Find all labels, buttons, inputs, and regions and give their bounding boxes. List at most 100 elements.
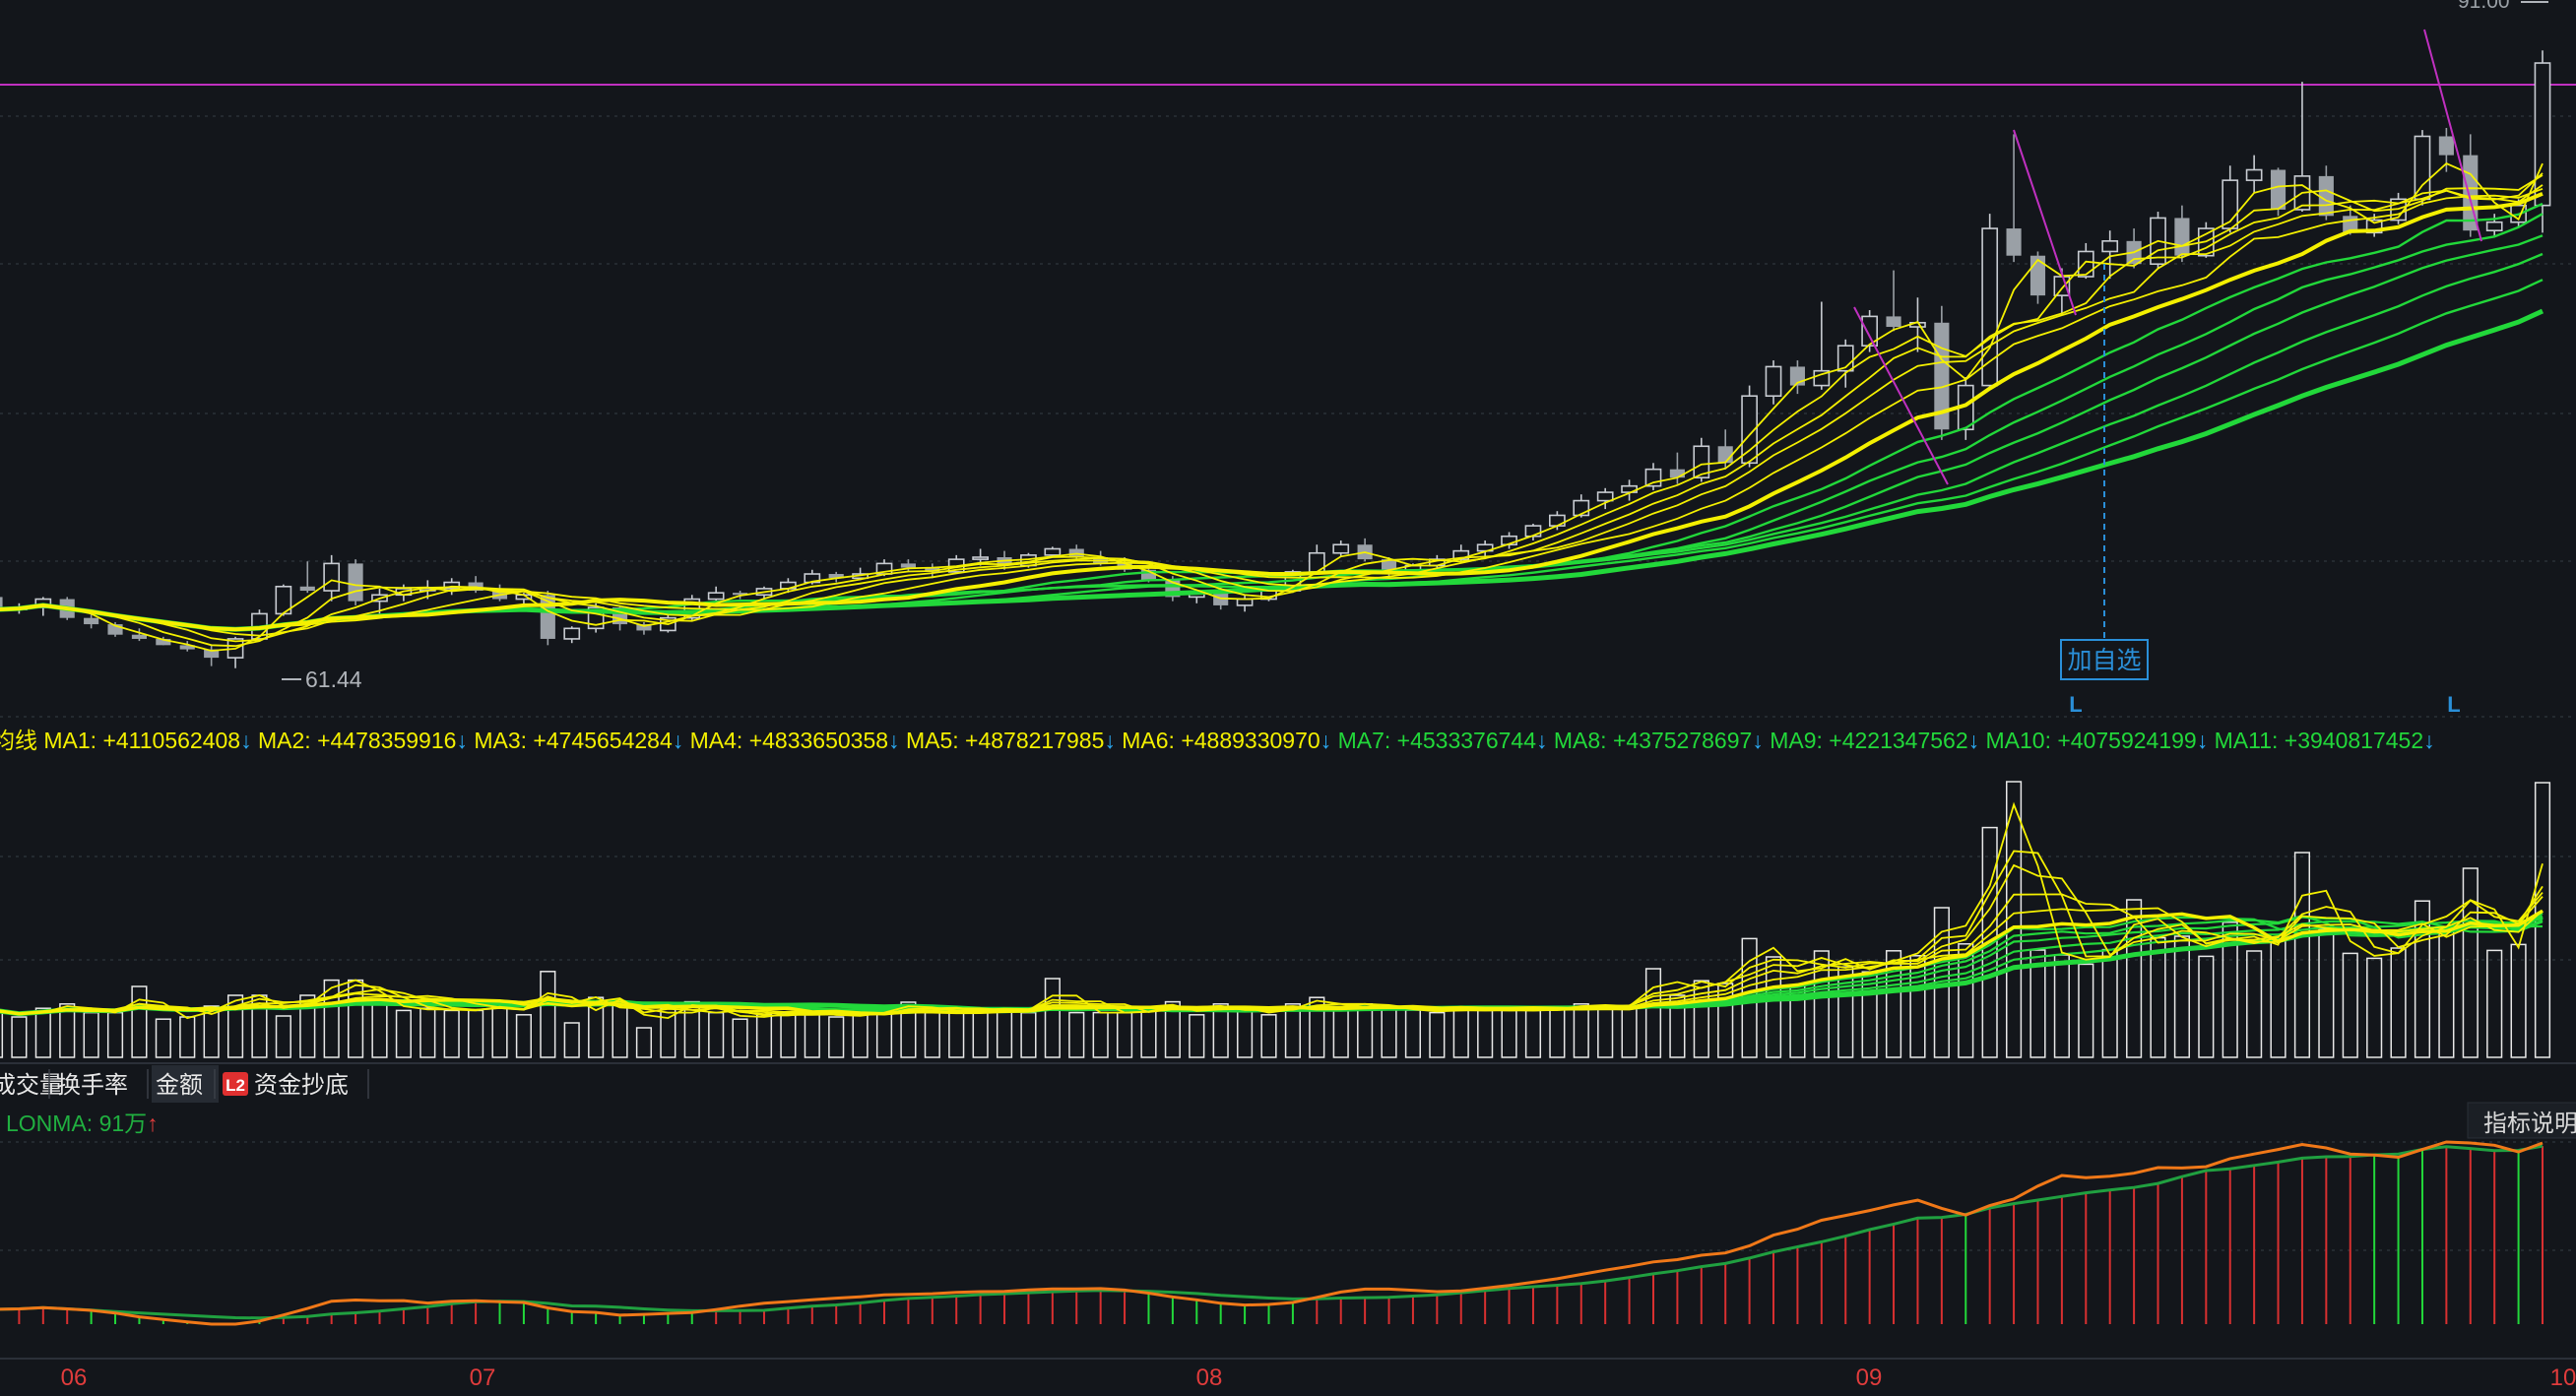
candle-body-down (828, 574, 844, 579)
high-price-label: 91.00 (2458, 0, 2510, 13)
volume-short-ma (0, 909, 2544, 1016)
volume-bar (2486, 949, 2503, 1058)
volume-bar (2198, 955, 2215, 1058)
indicator-slow-line (0, 1144, 2544, 1320)
candle-body-down (348, 563, 363, 602)
ma-legend-arrow: ↓ (1536, 728, 1554, 753)
add-watchlist-button[interactable] (2060, 639, 2149, 680)
ma-legend-item: MA4: +4833650358 (690, 728, 888, 753)
candle-body-down (1886, 316, 1901, 328)
tab-label[interactable]: 资金抄底 (254, 1072, 349, 1099)
candle-body-up (1044, 547, 1062, 556)
ma-legend-arrow: ↓ (2423, 728, 2435, 753)
candle-body-down (84, 617, 99, 625)
tab-label[interactable]: 换手率 (57, 1072, 128, 1099)
candle-body-up (1861, 315, 1879, 347)
indicator-fast-line (0, 1140, 2544, 1326)
volume-bar (2462, 867, 2479, 1058)
candle-body-down (2438, 136, 2454, 156)
volume-bar (1429, 1011, 1446, 1058)
volume-bar (323, 979, 340, 1058)
ma-legend-arrow: ↓ (240, 728, 258, 753)
volume-bar (2293, 852, 2311, 1058)
volume-bar (1717, 983, 1734, 1058)
ma-legend-arrow: ↓ (888, 728, 906, 753)
indicator-help-label: 指标说明 (2483, 1110, 2576, 1137)
zigzag-segment (2423, 29, 2482, 242)
ma-legend-item: MA5: +4878217985 (906, 728, 1104, 753)
grid-lines (0, 115, 2576, 1360)
candle-body-down (0, 597, 3, 610)
tab-label[interactable]: 成交量 (0, 1072, 63, 1099)
volume-bar (900, 1001, 917, 1058)
volume-short-ma (0, 801, 2544, 1020)
ma-legend-item: MA10: +4075924199 (1986, 728, 2197, 753)
candle-body-up (443, 581, 461, 590)
x-axis: 06 07 08 09 10 (61, 1364, 2576, 1391)
ma-legend-item: MA3: +4745654284 (474, 728, 673, 753)
volume-bar (155, 1018, 171, 1058)
short-ma-line (0, 191, 2544, 632)
tab-label[interactable]: 金额 (156, 1072, 203, 1099)
volume-bar (1309, 996, 1325, 1058)
signal-marker-2: L (2447, 692, 2460, 717)
candle-body-down (1669, 469, 1685, 478)
volume-bar (1260, 1014, 1277, 1058)
candle-body-up (563, 627, 581, 640)
candle-body-up (2101, 240, 2119, 253)
volume-bar (2029, 949, 2046, 1058)
candle-body-up (323, 562, 341, 592)
volume-bar (540, 971, 556, 1058)
volume-bar (2414, 900, 2431, 1058)
short-ma-line (0, 184, 2544, 637)
candle-body-up (2534, 62, 2551, 207)
indicator-arrow: ↑ (147, 1110, 159, 1136)
candle-body-down (733, 593, 748, 596)
volume-bar (1573, 1003, 1589, 1058)
candle-body-down (1140, 569, 1157, 581)
candle-body-down (925, 567, 940, 572)
volume-bar (2078, 963, 2094, 1058)
ma-legend-arrow: ↓ (673, 728, 690, 753)
candle-body-up (1644, 468, 1662, 487)
candle-body-down (156, 638, 171, 646)
candle-body-down (299, 586, 315, 592)
volume-bar (635, 1027, 653, 1058)
volume-bar (226, 994, 244, 1058)
ma-legend-item: MA7: +4533376744 (1338, 728, 1537, 753)
volume-bar (1284, 1003, 1301, 1058)
volume-bar (1189, 1014, 1205, 1058)
candle-body-up (2485, 221, 2503, 231)
volume-bar (2366, 957, 2383, 1058)
volume-bar (179, 1016, 196, 1058)
short-ma-line (0, 187, 2544, 631)
ma-legend-arrow: ↓ (1104, 728, 1122, 753)
volume-bar (1958, 943, 1974, 1058)
ma-legend-strip: 均线 MA1: +4110562408↓ MA2: +4478359916↓ M… (0, 728, 2435, 753)
candle-body-up (2077, 250, 2094, 278)
candle-body-up (1981, 227, 1999, 387)
candle-body-up (2414, 135, 2431, 201)
candle-body-down (2006, 228, 2022, 256)
candle-body-up (1596, 491, 1614, 502)
indicator-help-button[interactable] (2467, 1102, 2576, 1139)
candle-body-up (1813, 369, 1831, 387)
tab-badge: L2 (225, 1076, 245, 1095)
short-ma-line (0, 172, 2544, 643)
volume-bar (34, 1007, 51, 1058)
ma-legend-arrow: ↓ (1320, 728, 1338, 753)
candle-body-down (107, 624, 123, 635)
volume-bar (0, 1009, 4, 1058)
volume-bar (1044, 978, 1061, 1058)
volume-panel (0, 781, 2551, 1058)
volume-bar (1669, 994, 1686, 1058)
volume-bar (299, 994, 316, 1058)
candle-body-up (972, 556, 989, 560)
candle-body-down (131, 634, 147, 639)
volume-bar (59, 1003, 76, 1058)
zigzag-segment (2013, 129, 2077, 316)
indicator-panel (0, 1140, 2544, 1326)
ma-strip-prefix: 均线 (0, 728, 43, 753)
candle-body-down (636, 624, 652, 631)
